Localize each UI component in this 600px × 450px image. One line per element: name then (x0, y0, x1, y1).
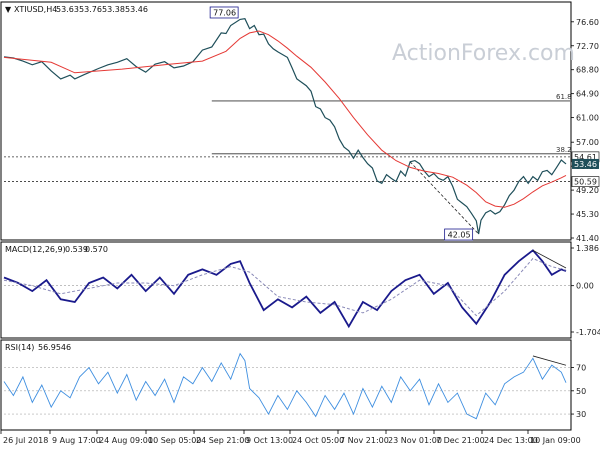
series-price-line (3, 18, 567, 235)
series-ema-line (3, 30, 567, 208)
series-signal-line (3, 257, 567, 317)
price-ytick-label: 41.40 (576, 234, 599, 243)
rsi-panel-frame (0, 339, 572, 431)
xtick-label: 7 Nov 21:00 (340, 436, 389, 445)
level-label-38.2: 38.2 (556, 146, 572, 154)
xtick-label: 24 Oct 05:00 (292, 436, 344, 445)
price-ytick-label: 49.20 (576, 186, 599, 195)
price-ytick-label: 57.00 (576, 138, 599, 147)
xtick-label: 9 Oct 13:00 (246, 436, 293, 445)
macd-ytick-label: -1.704 (576, 328, 600, 337)
xtick-label: 26 Jul 2018 (3, 436, 48, 445)
macd-layer (3, 249, 570, 329)
xtick-label: 10 Jan 09:00 (530, 436, 581, 445)
price-ytick-label: 68.80 (576, 66, 599, 75)
rsi-header-name: RSI(14) (5, 343, 34, 352)
price-header-symbol: XTIUSD,H4 (14, 5, 57, 14)
xtick-label: 24 Dec 13:00 (484, 436, 538, 445)
xtick-label: 10 Sep 05:00 (148, 436, 201, 445)
rsi-ytick-label: 70 (576, 364, 586, 373)
xtick-label: 23 Nov 01:00 (388, 436, 442, 445)
price-ytick-label: 76.60 (576, 18, 599, 27)
price-header-open: 53.63 (56, 5, 79, 14)
annotation-box-77.06 (209, 6, 239, 19)
xtick-label: 7 Dec 21:00 (436, 436, 485, 445)
last-price-label: 53.46 (574, 160, 597, 169)
watermark: ActionForex.com (392, 41, 575, 66)
level-tag-54.61: 54.61 (574, 153, 597, 162)
level-label-61.8: 61.8 (556, 93, 572, 101)
annotation-label-77.06: 77.06 (213, 8, 236, 17)
macd-ytick-label: 0.00 (576, 282, 594, 291)
price-ytick-label: 72.70 (576, 42, 599, 51)
rsi-trendline (532, 355, 567, 366)
rsi-ytick-label: 50 (576, 387, 586, 396)
macd-header-main: 0.539 (65, 245, 88, 254)
price-header-close: 53.46 (125, 5, 148, 14)
macd-trendline (532, 249, 567, 269)
rsi-ytick-label: 30 (576, 410, 586, 419)
price-trendline (409, 161, 479, 235)
axis-layer: 76.6072.7068.8064.9061.0057.0053.1049.20… (0, 18, 600, 445)
rsi-layer (3, 352, 570, 420)
price-ytick-label: 45.30 (576, 210, 599, 219)
xtick-label: 24 Aug 09:00 (99, 436, 153, 445)
price-ytick-label: 64.90 (576, 90, 599, 99)
price-header-low: 53.38 (102, 5, 125, 14)
xtick-label: 9 Aug 17:00 (52, 436, 101, 445)
macd-panel-frame (0, 241, 572, 339)
macd-ytick-label: 1.386 (576, 244, 599, 253)
price-ytick-label: 61.00 (576, 114, 599, 123)
price-panel-frame (0, 1, 572, 241)
xtick-label: 24 Sep 21:00 (196, 436, 249, 445)
price-layer: 61.8 38.2 77.06 42.05 (3, 6, 572, 241)
series-macd-line (3, 249, 567, 329)
macd-header-signal: 0.570 (85, 245, 108, 254)
series-rsi-line (3, 352, 567, 420)
level-tag-50.59: 50.59 (574, 178, 597, 187)
annotation-label-42.05: 42.05 (448, 231, 471, 240)
macd-header-name: MACD(12,26,9) (5, 245, 66, 254)
annotation-box-42.05 (444, 228, 474, 241)
price-header-arrow: ▼ (5, 5, 12, 14)
rsi-header-value: 56.9546 (38, 343, 71, 352)
level-tag-box-50.59 (571, 176, 600, 187)
last-price-box (572, 158, 599, 169)
price-header-high: 53.76 (79, 5, 102, 14)
